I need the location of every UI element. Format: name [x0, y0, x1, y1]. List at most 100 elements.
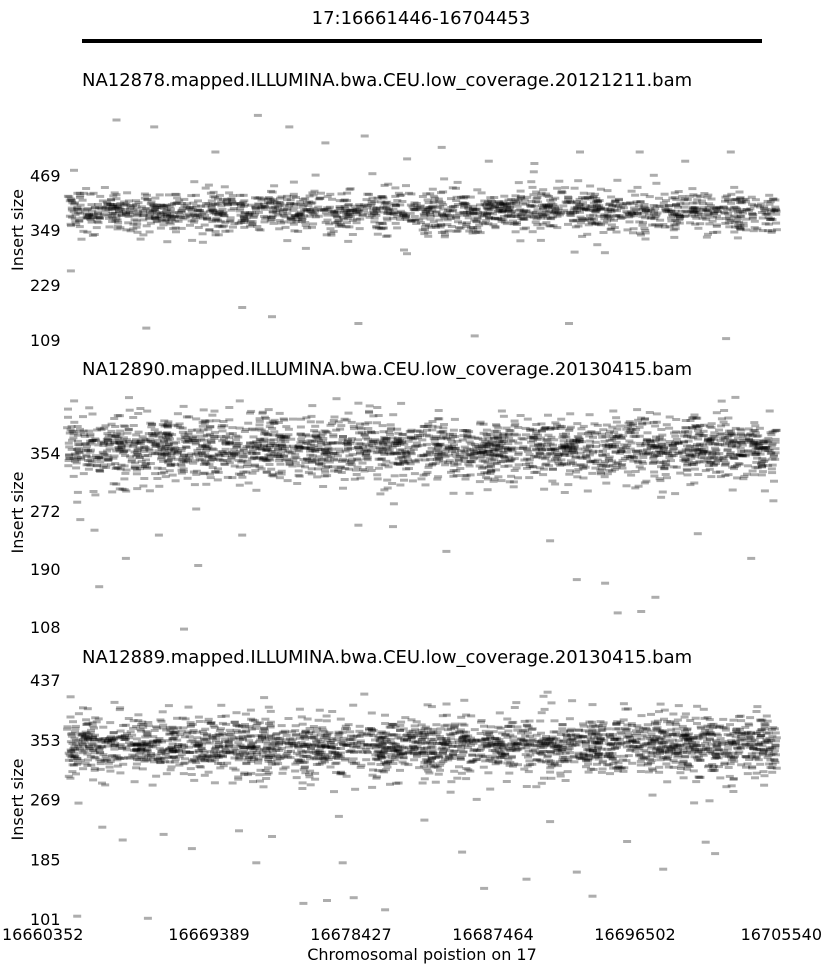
read-marker — [291, 453, 300, 457]
read-marker — [223, 475, 232, 479]
read-marker — [500, 220, 509, 224]
read-marker — [257, 428, 266, 432]
read-marker — [451, 446, 460, 450]
read-marker — [730, 205, 739, 209]
read-marker — [204, 455, 213, 459]
read-marker — [178, 426, 187, 430]
read-marker — [260, 415, 269, 419]
read-marker — [168, 737, 177, 741]
read-marker — [483, 211, 492, 215]
read-marker — [235, 426, 244, 430]
read-marker — [608, 463, 617, 467]
read-marker — [576, 206, 585, 210]
read-marker — [179, 404, 188, 408]
read-marker — [551, 196, 560, 200]
read-marker — [485, 203, 493, 207]
read-marker — [137, 460, 146, 463]
read-marker — [337, 471, 346, 474]
read-marker — [444, 229, 453, 233]
read-marker — [492, 446, 501, 450]
read-marker — [509, 219, 517, 223]
read-marker — [213, 478, 222, 482]
read-marker — [465, 464, 474, 468]
read-marker — [215, 224, 224, 228]
read-marker — [383, 478, 392, 482]
read-marker — [214, 745, 223, 749]
read-marker — [110, 744, 119, 748]
read-marker — [741, 197, 750, 201]
read-marker — [592, 220, 601, 224]
read-marker — [528, 436, 537, 439]
read-marker — [209, 457, 218, 461]
read-marker — [559, 745, 568, 749]
read-marker — [655, 453, 664, 457]
read-marker — [220, 437, 228, 441]
read-marker — [307, 210, 316, 214]
read-marker — [576, 210, 584, 214]
read-marker — [419, 425, 428, 428]
read-marker — [670, 212, 679, 215]
read-marker — [702, 235, 711, 239]
read-marker — [474, 229, 482, 233]
read-marker — [642, 441, 650, 445]
read-marker — [212, 212, 220, 216]
read-marker — [428, 420, 437, 423]
read-marker — [624, 707, 632, 711]
read-marker — [111, 206, 120, 210]
read-marker — [705, 718, 714, 722]
read-marker — [497, 409, 506, 413]
read-marker — [608, 425, 617, 429]
read-marker — [447, 470, 455, 474]
y-tick-label: 354 — [30, 444, 61, 463]
read-marker — [65, 453, 74, 457]
y-axis-label: Insert size — [8, 472, 27, 554]
read-marker — [161, 432, 170, 436]
read-marker — [585, 749, 594, 753]
read-marker — [755, 426, 764, 430]
read-marker — [75, 451, 84, 455]
read-marker — [617, 742, 626, 746]
read-marker — [542, 438, 551, 442]
read-marker — [478, 221, 487, 225]
read-marker — [276, 436, 285, 440]
read-marker — [534, 433, 542, 437]
read-marker — [650, 210, 659, 213]
read-marker — [516, 189, 525, 193]
read-marker — [772, 212, 781, 216]
read-marker — [156, 215, 165, 218]
read-marker — [664, 755, 673, 759]
read-marker — [329, 229, 338, 233]
read-marker — [410, 207, 419, 211]
read-marker — [157, 446, 166, 449]
read-marker — [514, 214, 523, 218]
read-marker — [92, 226, 101, 230]
read-marker — [396, 483, 405, 487]
read-marker — [671, 440, 680, 444]
read-marker — [242, 470, 251, 474]
y-tick-label: 190 — [30, 560, 61, 579]
read-marker — [170, 731, 179, 735]
read-marker — [321, 211, 330, 215]
read-marker — [573, 200, 581, 203]
read-marker — [195, 743, 204, 747]
read-marker — [684, 453, 693, 457]
read-marker — [588, 459, 597, 463]
read-marker — [691, 716, 700, 720]
read-marker — [590, 432, 599, 436]
read-marker — [103, 449, 112, 453]
read-marker — [111, 211, 120, 215]
y-tick-label: 272 — [30, 502, 61, 521]
read-marker — [404, 460, 413, 464]
read-marker — [688, 205, 697, 209]
read-marker — [184, 454, 193, 458]
read-marker — [336, 465, 345, 469]
read-marker — [354, 438, 362, 442]
read-marker — [151, 432, 160, 436]
read-marker — [104, 214, 113, 218]
read-marker — [544, 413, 552, 417]
read-marker — [738, 453, 747, 457]
read-marker — [186, 724, 195, 728]
read-marker — [566, 211, 575, 215]
read-marker — [356, 442, 365, 446]
read-marker — [523, 466, 531, 470]
